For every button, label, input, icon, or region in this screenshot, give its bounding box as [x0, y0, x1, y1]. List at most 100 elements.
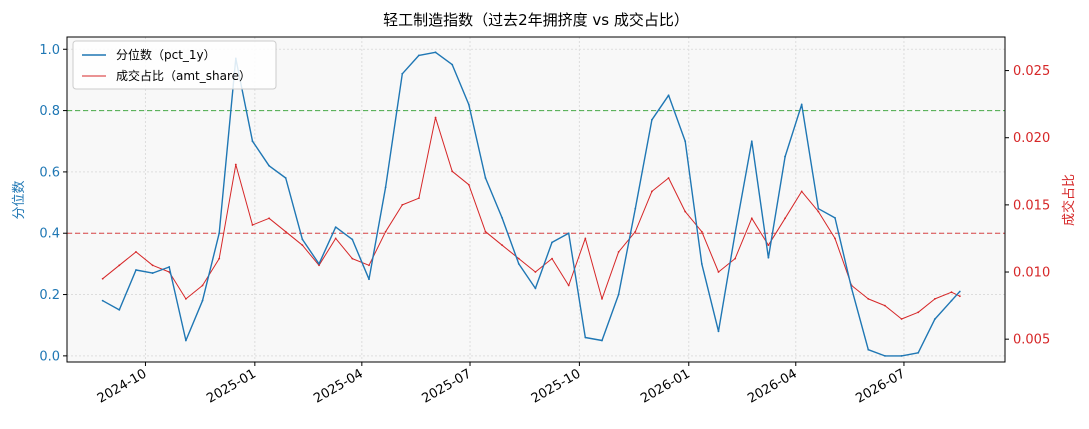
series-pct-point	[484, 177, 487, 179]
series-amt-point	[734, 257, 737, 260]
series-pct-point	[734, 232, 737, 235]
series-pct-point	[501, 216, 504, 219]
series-amt-point	[750, 217, 753, 220]
plot-frame	[66, 36, 1006, 363]
series-amt-point	[251, 224, 254, 226]
series-pct-point	[368, 278, 370, 281]
series-amt-point	[667, 177, 670, 179]
series-pct-point	[900, 354, 903, 357]
series-pct-point	[651, 118, 653, 121]
series-pct-point	[717, 330, 720, 333]
series-pct-point	[551, 241, 553, 244]
series-amt-point	[651, 190, 653, 193]
series-amt-point	[218, 257, 221, 260]
series-amt-point	[334, 237, 337, 240]
series-amt-point	[351, 257, 354, 260]
series-pct-point	[184, 339, 187, 342]
series-amt-point	[135, 250, 137, 253]
series-pct-point	[584, 336, 587, 339]
series-amt-point	[467, 183, 470, 186]
series-amt-point	[834, 237, 836, 240]
plot-area	[67, 37, 1005, 362]
series-pct-point	[834, 216, 836, 219]
series-pct-point	[268, 164, 271, 167]
series-amt-point	[451, 170, 454, 173]
series-amt-point	[634, 230, 637, 233]
series-amt-point	[784, 217, 786, 220]
right-tick-label: 0.005	[1013, 333, 1050, 348]
right-tick-label: 0.015	[1013, 198, 1050, 213]
series-pct	[101, 51, 961, 357]
series-amt-point	[434, 116, 437, 119]
series-amt-point	[384, 230, 387, 233]
series-pct-point	[135, 269, 137, 271]
series-amt-point	[700, 230, 703, 233]
series-pct-point	[800, 103, 803, 106]
y-axis-label-right: 成交占比	[1061, 174, 1077, 226]
left-tick-label: 0.8	[39, 104, 60, 119]
series-pct-point	[101, 299, 104, 302]
series-pct-point	[667, 94, 670, 97]
series-amt-point	[201, 284, 204, 287]
series-pct-point	[534, 287, 537, 290]
series-pct-point	[750, 140, 753, 143]
series-pct-point	[933, 318, 936, 320]
series-amt-point	[567, 284, 570, 287]
series-pct-point	[950, 299, 953, 302]
series-pct-point	[517, 262, 520, 265]
series-pct-point	[767, 256, 770, 259]
series-amt-point	[817, 210, 820, 213]
legend-label-amt: 成交占比（amt_share）	[116, 68, 251, 83]
series-pct-point	[884, 354, 886, 357]
right-tick-label: 0.025	[1013, 64, 1050, 79]
series-amt-point	[284, 230, 287, 233]
series-amt-point	[151, 264, 154, 267]
series-pct-point	[318, 262, 320, 265]
series-pct-point	[451, 63, 454, 66]
series-pct-point	[301, 238, 304, 241]
series-pct-point	[168, 266, 171, 268]
series-pct-point	[251, 140, 254, 143]
left-tick-label: 0.6	[39, 165, 60, 180]
y-axis-label-left: 分位数	[12, 180, 27, 219]
series-pct-point	[434, 51, 437, 54]
series-amt-point	[534, 271, 537, 273]
series-pct-point	[601, 339, 603, 342]
series-pct-point	[334, 226, 337, 228]
series-pct-point	[118, 308, 121, 311]
chart-title: 轻工制造指数（过去2年拥挤度 vs 成交占比）	[383, 11, 689, 29]
series-pct-point	[384, 186, 387, 189]
series-amt-share	[101, 116, 961, 320]
series-amt-point	[884, 304, 886, 307]
series-pct-point	[784, 155, 786, 158]
legend: 分位数（pct_1y） 成交占比（amt_share）	[72, 40, 277, 90]
series-amt-point	[551, 257, 553, 260]
series-amt-point	[717, 271, 720, 273]
series-pct-point	[850, 287, 853, 290]
series-pct-point	[284, 177, 287, 179]
series-pct-point	[817, 207, 820, 210]
series-pct-point	[151, 272, 154, 274]
left-axis: 0.0 0.2 0.4 0.6 0.8 1.0	[39, 43, 67, 364]
series-pct-point	[617, 293, 620, 296]
series-amt-point	[684, 210, 687, 213]
series-pct-point	[958, 290, 961, 293]
series-amt-point	[368, 264, 370, 267]
legend-box	[72, 40, 277, 90]
series-pct-point	[700, 262, 703, 265]
series-pct-point	[351, 238, 354, 241]
series-amt-point	[501, 244, 504, 247]
series-amt-point	[917, 311, 920, 314]
left-tick-label: 0.2	[39, 288, 60, 303]
series-amt-point	[401, 203, 404, 206]
series-amt-point	[268, 217, 271, 220]
series-pct-point	[567, 232, 570, 235]
right-tick-label: 0.010	[1013, 266, 1050, 281]
series-amt-point	[184, 297, 187, 300]
left-tick-label: 0.4	[39, 227, 60, 242]
series-amt-point	[318, 264, 320, 267]
series-pct-point	[401, 72, 404, 75]
series-pct-point	[684, 140, 687, 143]
legend-label-pct: 分位数（pct_1y）	[116, 47, 216, 62]
series-amt-point	[584, 237, 587, 240]
